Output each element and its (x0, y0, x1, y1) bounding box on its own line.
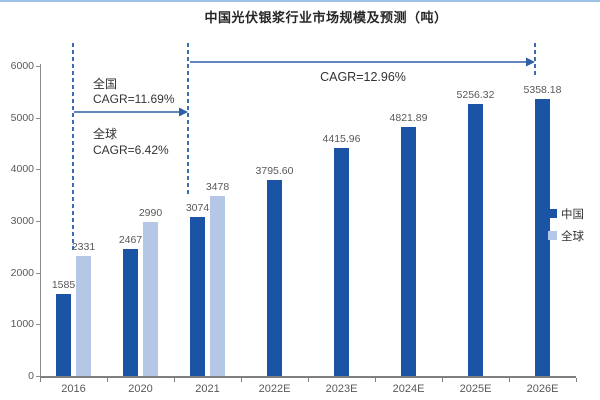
y-axis-tick-label: 2000 (10, 266, 34, 279)
x-axis-tick-mark (308, 378, 309, 382)
bar-china-2026E (535, 99, 550, 376)
global-cagr-value: CAGR=6.42% (93, 143, 169, 157)
value-label-global-2021: 3478 (205, 181, 230, 194)
value-label-china-2016: 1585 (51, 279, 76, 292)
bar-china-2025E (468, 104, 483, 376)
y-axis-tick-label: 5000 (10, 111, 34, 124)
x-category-label: 2026E (526, 383, 559, 395)
x-axis-tick-mark (375, 378, 376, 382)
x-axis-tick-mark (576, 378, 577, 382)
x-axis-tick-mark (241, 378, 242, 382)
value-label-china-2020: 2467 (118, 233, 143, 246)
x-axis-line (40, 376, 576, 378)
bar-global-2020 (143, 221, 158, 376)
y-axis-tick-label: 0 (28, 370, 34, 382)
x-axis-tick-mark (174, 378, 175, 382)
y-axis-tick-mark (36, 272, 40, 274)
x-axis-tick-mark (40, 378, 41, 382)
chart-title: 中国光伏银浆行业市场规模及预测（吨） (204, 10, 448, 25)
y-axis-tick-mark (36, 169, 40, 171)
china-legend-label: 中国 (561, 208, 584, 221)
x-category-label: 2025E (459, 383, 492, 395)
value-label-china-2026E: 5358.18 (523, 84, 562, 97)
bar-china-2020 (123, 248, 138, 376)
y-axis-line (40, 64, 41, 376)
x-axis-tick-mark (107, 378, 108, 382)
bar-global-2021 (210, 196, 225, 376)
x-category-label: 2023E (325, 383, 358, 395)
value-label-global-2016: 2331 (71, 240, 96, 253)
value-label-china-2022E: 3795.60 (255, 164, 294, 177)
value-label-china-2024E: 4821.89 (389, 111, 428, 124)
x-category-label: 2021 (195, 383, 220, 395)
global-legend-label: 全球 (561, 230, 584, 243)
y-axis-tick-label: 4000 (10, 163, 34, 176)
legend-item-china: 中国 (548, 206, 584, 221)
bar-global-2016 (76, 255, 91, 376)
bar-china-2024E (401, 126, 416, 376)
global-label: 全球 (93, 127, 118, 141)
value-label-china-2023E: 4415.96 (322, 132, 361, 145)
y-axis-tick-mark (36, 376, 40, 377)
x-category-label: 2022E (258, 383, 291, 395)
national-label: 全国 (93, 77, 118, 91)
y-axis-tick-mark (36, 221, 40, 222)
national-cagr-value: CAGR=11.69% (93, 92, 175, 106)
x-axis-tick-mark (442, 378, 443, 382)
bar-china-2023E (334, 147, 349, 376)
bar-china-2021 (190, 217, 205, 376)
y-axis-tick-mark (36, 66, 40, 67)
y-axis-tick-mark (36, 324, 40, 326)
top-border-line (0, 0, 600, 2)
x-category-label: 2020 (128, 383, 153, 395)
bar-china-2022E (267, 179, 282, 376)
value-label-global-2020: 2990 (138, 206, 163, 219)
y-axis-tick-label: 6000 (10, 60, 34, 72)
china-legend-swatch (548, 209, 557, 218)
x-category-label: 2024E (392, 383, 425, 395)
value-label-china-2021: 3074 (185, 202, 210, 215)
bar-china-2016 (56, 294, 71, 376)
value-label-china-2025E: 5256.32 (456, 89, 495, 102)
forecast-cagr-value: CAGR=12.96% (320, 70, 406, 84)
y-axis-tick-mark (36, 117, 40, 119)
global-legend-swatch (548, 231, 557, 240)
x-axis-tick-mark (509, 378, 510, 382)
legend: 中国 全球 (548, 206, 584, 250)
y-axis-tick-label: 1000 (10, 318, 34, 331)
y-axis-tick-label: 3000 (10, 215, 34, 227)
legend-item-global: 全球 (548, 228, 584, 243)
x-category-label: 2016 (61, 383, 86, 395)
